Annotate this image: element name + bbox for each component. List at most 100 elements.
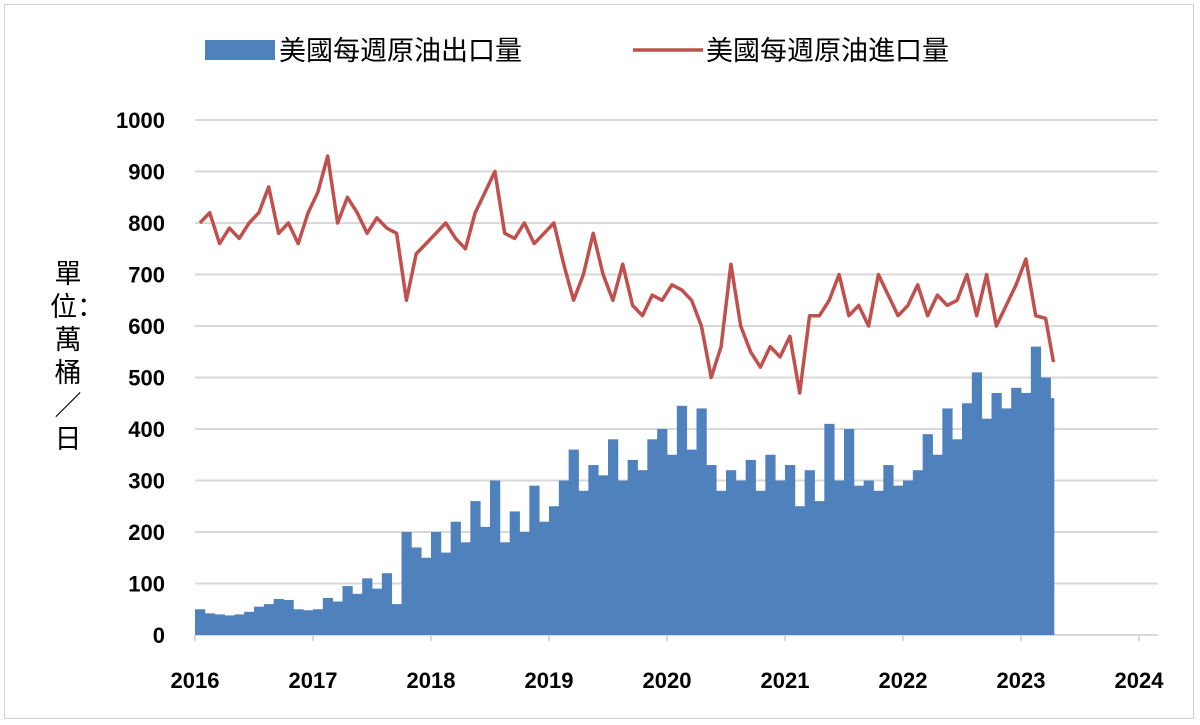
export-bar bbox=[883, 465, 894, 635]
x-tick-label: 2024 bbox=[1115, 668, 1165, 693]
y-tick-label: 800 bbox=[128, 211, 165, 236]
y-tick-label: 1000 bbox=[116, 108, 165, 133]
export-bar bbox=[912, 470, 924, 635]
y-tick-label: 100 bbox=[128, 572, 165, 597]
export-bar bbox=[824, 423, 835, 635]
legend-label-exports: 美國每週原油出口量 bbox=[279, 36, 522, 67]
export-bar bbox=[834, 480, 845, 635]
export-bar bbox=[460, 542, 471, 635]
export-bar bbox=[244, 611, 255, 635]
export-bar bbox=[490, 480, 501, 635]
export-bar bbox=[647, 439, 658, 635]
export-bar bbox=[637, 470, 648, 635]
export-bar bbox=[411, 547, 422, 635]
export-bar bbox=[962, 403, 973, 635]
x-tick-label: 2019 bbox=[525, 668, 574, 693]
export-bar bbox=[431, 532, 442, 635]
export-bar bbox=[608, 439, 619, 635]
x-tick-label: 2022 bbox=[879, 668, 928, 693]
export-bar bbox=[853, 485, 865, 635]
export-bar bbox=[893, 485, 904, 635]
legend-swatch-exports bbox=[205, 40, 275, 60]
export-bar bbox=[844, 429, 855, 635]
export-bar bbox=[1050, 398, 1055, 635]
x-tick-label: 2017 bbox=[289, 668, 338, 693]
y-tick-label: 700 bbox=[128, 263, 165, 288]
export-bar bbox=[224, 615, 235, 635]
y-axis-title: 單位：萬桶／日 bbox=[50, 259, 104, 455]
export-bar bbox=[391, 604, 402, 635]
export-bar bbox=[263, 604, 275, 635]
export-bar bbox=[204, 613, 216, 635]
export-bar bbox=[578, 490, 589, 635]
export-bar bbox=[1001, 408, 1012, 635]
export-bar bbox=[195, 609, 206, 635]
export-bar bbox=[775, 480, 786, 635]
export-bar bbox=[745, 459, 756, 635]
export-bar bbox=[873, 490, 884, 635]
export-bar bbox=[785, 465, 796, 635]
export-bar bbox=[617, 480, 629, 635]
y-tick-label: 400 bbox=[128, 417, 165, 442]
export-bar bbox=[1011, 387, 1022, 635]
export-bar bbox=[332, 601, 343, 635]
export-bar bbox=[981, 418, 992, 635]
export-bar bbox=[804, 470, 815, 635]
export-bar bbox=[362, 578, 373, 635]
export-bar bbox=[470, 501, 481, 635]
x-tick-label: 2023 bbox=[997, 668, 1046, 693]
export-bar bbox=[539, 521, 550, 635]
export-bar bbox=[903, 480, 914, 635]
export-bar bbox=[657, 429, 668, 635]
legend-label-imports: 美國每週原油進口量 bbox=[706, 36, 949, 67]
export-bar bbox=[676, 405, 688, 635]
export-bar bbox=[313, 609, 324, 635]
export-bar bbox=[401, 532, 412, 635]
x-tick-label: 2020 bbox=[643, 668, 692, 693]
export-bar bbox=[234, 614, 245, 635]
legend: 美國每週原油出口量 美國每週原油進口量 bbox=[205, 36, 949, 67]
imports-line bbox=[198, 154, 1056, 395]
y-tick-label: 300 bbox=[128, 469, 165, 494]
export-bar bbox=[549, 506, 560, 635]
export-bar bbox=[863, 480, 874, 635]
export-bar bbox=[519, 532, 530, 635]
export-bar bbox=[558, 480, 570, 635]
export-bar bbox=[499, 542, 511, 635]
export-bar bbox=[598, 475, 609, 635]
export-bar bbox=[342, 586, 353, 635]
export-bar bbox=[794, 506, 806, 635]
export-bar bbox=[765, 454, 776, 635]
export-bar bbox=[352, 593, 363, 635]
export-bar bbox=[381, 573, 393, 635]
export-bar bbox=[1030, 346, 1042, 635]
x-tick-label: 2018 bbox=[407, 668, 456, 693]
chart-frame bbox=[4, 4, 1194, 719]
export-bar bbox=[942, 408, 953, 635]
export-bar bbox=[667, 454, 678, 635]
x-tick-label: 2021 bbox=[761, 668, 810, 693]
export-bar bbox=[726, 470, 737, 635]
y-tick-label: 0 bbox=[153, 623, 165, 648]
export-bar bbox=[214, 614, 225, 635]
export-bar bbox=[686, 449, 697, 635]
export-bar bbox=[755, 490, 766, 635]
export-bar bbox=[952, 439, 963, 635]
export-bar bbox=[273, 598, 284, 635]
y-tick-label: 900 bbox=[128, 160, 165, 185]
export-bar bbox=[293, 609, 304, 635]
export-bar bbox=[696, 408, 707, 635]
export-bar bbox=[627, 459, 638, 635]
export-bar bbox=[372, 588, 383, 635]
export-bar bbox=[568, 449, 579, 635]
export-bar bbox=[322, 597, 334, 635]
export-bar bbox=[509, 511, 520, 635]
y-tick-label: 600 bbox=[128, 314, 165, 339]
export-bar bbox=[254, 606, 265, 635]
export-bar bbox=[1040, 377, 1051, 635]
export-bar bbox=[814, 501, 825, 635]
export-bar bbox=[1021, 392, 1032, 635]
export-bar bbox=[450, 521, 461, 635]
export-bar bbox=[991, 392, 1002, 635]
x-tick-label: 2016 bbox=[171, 668, 220, 693]
